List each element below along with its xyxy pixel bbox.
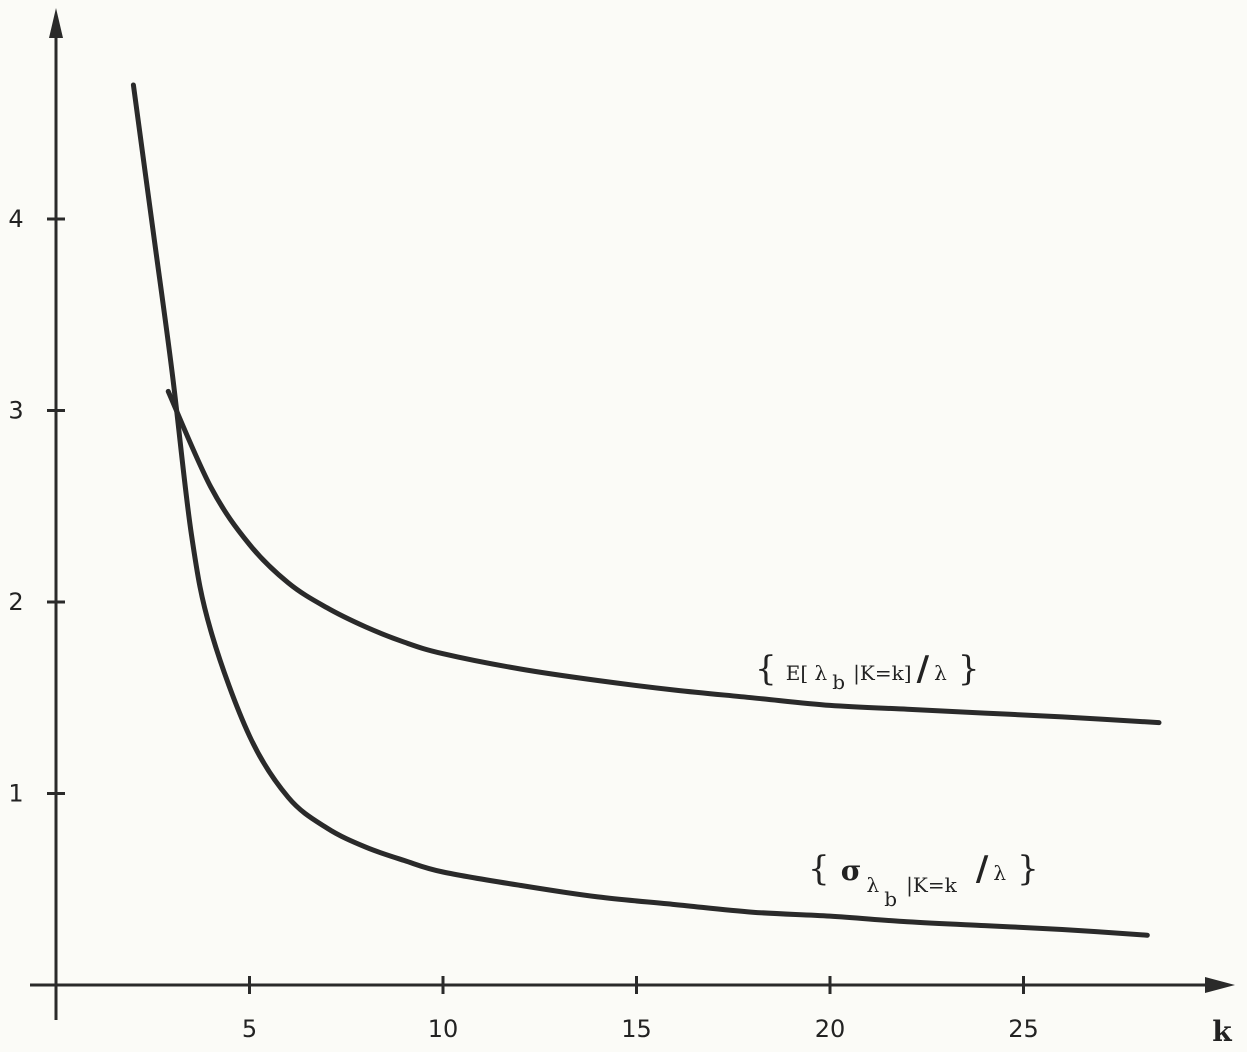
sd-label-cond: |K=k bbox=[906, 873, 957, 898]
sigma-symbol: σ bbox=[841, 854, 862, 887]
y-tick-label: 3 bbox=[8, 397, 23, 425]
mean-label-suffix: λ bbox=[934, 661, 947, 685]
x-tick-label: 10 bbox=[428, 1015, 459, 1043]
sd-curve-label: { σ λ b |K=k / λ } bbox=[808, 849, 1039, 911]
axes bbox=[30, 8, 1235, 1020]
brace-open: { bbox=[808, 849, 830, 889]
curves bbox=[130, 82, 1162, 938]
x-axis-label: k bbox=[1212, 1015, 1232, 1048]
sd-label-suffix: λ bbox=[993, 861, 1006, 885]
sd-curve bbox=[130, 82, 1150, 938]
y-tick-label: 1 bbox=[8, 780, 23, 808]
y-axis-arrow bbox=[49, 8, 63, 38]
x-tick-label: 15 bbox=[621, 1015, 652, 1043]
mean-label-sub: b bbox=[832, 670, 845, 694]
y-tick-label: 4 bbox=[8, 205, 23, 233]
mean-label-mid: |K=k] bbox=[853, 661, 911, 686]
ticks: 5 10 15 20 25 1 2 3 4 bbox=[8, 205, 1038, 1043]
svg-text:{ σ λ b: { σ λ b |K=k / λ } bbox=[808, 849, 1039, 911]
brace-open: { bbox=[755, 649, 777, 689]
mean-curve bbox=[165, 388, 1162, 726]
x-tick-label: 5 bbox=[242, 1015, 257, 1043]
svg-text:{ E[ λ b |K=: { E[ λ b |K=k] / λ } bbox=[755, 649, 980, 694]
mean-label-prefix: E[ λ bbox=[786, 661, 828, 685]
y-tick-label: 2 bbox=[8, 588, 23, 616]
brace-close: } bbox=[958, 649, 980, 689]
x-tick-label: 25 bbox=[1008, 1015, 1039, 1043]
mean-label-slash: / bbox=[917, 649, 930, 689]
x-axis-arrow bbox=[1205, 977, 1235, 993]
x-tick-label: 20 bbox=[815, 1015, 846, 1043]
mean-curve-label: { E[ λ b |K=k] / λ } bbox=[755, 649, 980, 694]
sd-label-slash: / bbox=[976, 849, 989, 889]
sd-label-lambda-sub: b bbox=[884, 887, 897, 911]
brace-close: } bbox=[1017, 849, 1039, 889]
sd-label-lambda: λ bbox=[866, 873, 879, 897]
